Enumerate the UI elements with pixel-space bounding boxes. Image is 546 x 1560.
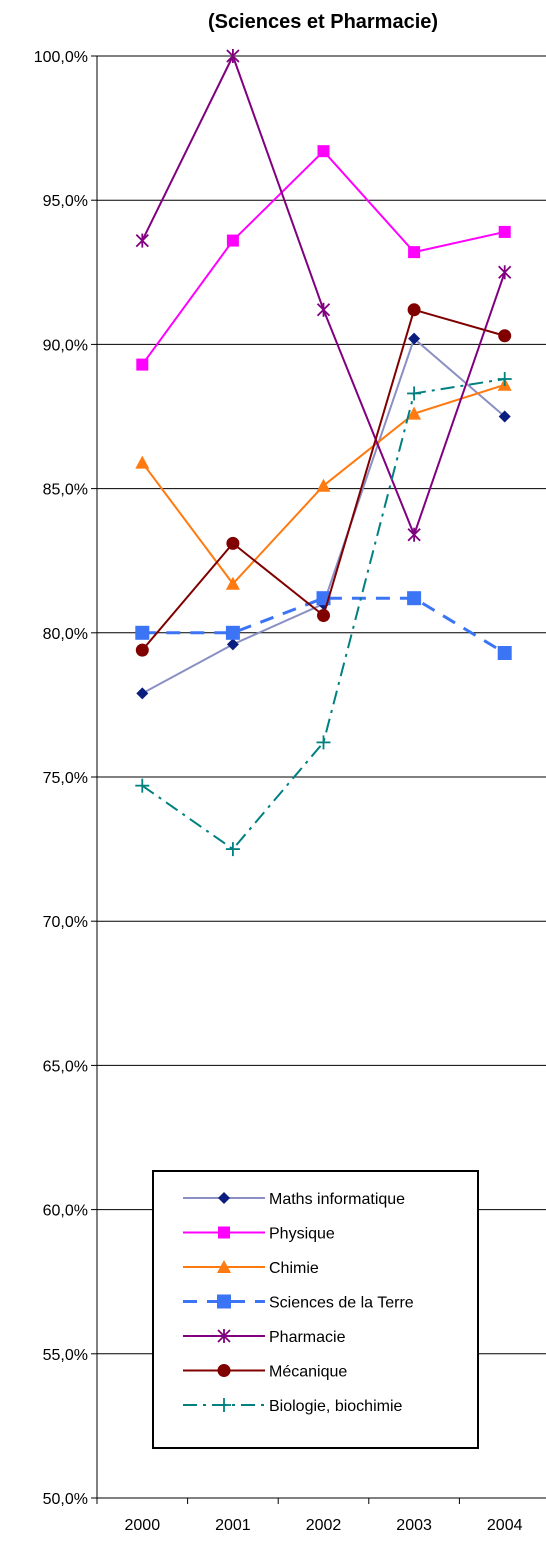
data-point (316, 478, 331, 492)
data-point (226, 234, 239, 247)
series-physique (136, 145, 511, 371)
y-tick-label: 95,0% (43, 193, 88, 210)
data-point (407, 303, 421, 317)
data-point (135, 778, 150, 793)
y-tick-label: 90,0% (43, 337, 88, 354)
data-point (316, 302, 331, 317)
data-point (226, 536, 240, 550)
data-point (498, 329, 512, 343)
legend-item: Sciences de la Terre (183, 1294, 414, 1312)
legend-item: Mécanique (183, 1364, 347, 1381)
series-line (141, 337, 506, 695)
legend-marker (218, 1226, 230, 1239)
series-pharmacie (135, 49, 512, 542)
legend-item: Maths informatique (183, 1191, 405, 1208)
legend-marker (217, 1294, 231, 1309)
y-tick-label: 70,0% (43, 914, 88, 931)
data-point (135, 643, 149, 657)
y-tick-label: 75,0% (43, 770, 88, 787)
data-point (135, 625, 150, 640)
data-point (135, 233, 149, 248)
legend-label: Maths informatique (269, 1191, 405, 1208)
data-point (316, 735, 331, 750)
data-point (498, 225, 511, 238)
series-sciences-de-la-terre (135, 591, 512, 660)
data-point (498, 265, 512, 280)
legend: Maths informatique Physique Chimie Sciences… (152, 1170, 479, 1449)
axes: 50,0% 55,0% 60,0% 65,0% 70,0% 75,0% 80,0% 85,0%… (34, 49, 546, 1534)
legend-marker (218, 1192, 230, 1204)
x-tick-label: 2002 (306, 1517, 342, 1534)
data-point (136, 358, 149, 371)
data-point (226, 638, 239, 651)
data-point (225, 576, 240, 590)
series-chimie (135, 377, 512, 590)
legend-marker (217, 1364, 231, 1377)
data-point (497, 372, 512, 387)
data-point (225, 625, 240, 640)
series-line (142, 596, 506, 655)
legend-item: Pharmacie (183, 1329, 346, 1346)
legend-marker (217, 1398, 231, 1412)
y-tick-label: 55,0% (43, 1347, 88, 1364)
legend-marker (217, 1260, 231, 1273)
series-line (141, 55, 506, 536)
y-tick-label: 85,0% (43, 482, 88, 499)
data-point (408, 332, 421, 345)
gridlines (97, 55, 546, 1355)
data-point (408, 246, 421, 259)
legend-label: Biologie, biochimie (269, 1398, 403, 1415)
data-point (225, 842, 240, 857)
legend-label: Physique (269, 1226, 335, 1243)
data-point (407, 591, 422, 606)
y-tick-label: 80,0% (43, 626, 88, 643)
data-point (317, 608, 330, 622)
data-point (226, 49, 240, 63)
x-tick-label: 2001 (215, 1517, 251, 1534)
series-mecanique (135, 303, 512, 657)
data-point (317, 145, 330, 158)
data-point (407, 386, 422, 401)
legend-label: Sciences de la Terre (269, 1295, 414, 1312)
series-line (141, 150, 505, 366)
legend-box (152, 1170, 479, 1449)
x-tick-label: 2004 (487, 1517, 523, 1534)
y-tick-label: 65,0% (43, 1058, 88, 1075)
legend-label: Mécanique (269, 1364, 347, 1381)
data-point (407, 527, 421, 542)
legend-marker (217, 1329, 231, 1343)
data-point (407, 406, 422, 420)
y-tick-label: 50,0% (43, 1491, 88, 1508)
legend-label: Chimie (269, 1260, 319, 1277)
x-tick-label: 2000 (125, 1517, 161, 1534)
data-point (497, 645, 512, 660)
series-line (141, 378, 505, 851)
data-point (136, 687, 149, 700)
legend-item: Biologie, biochimie (183, 1398, 403, 1415)
y-tick-label: 60,0% (43, 1203, 88, 1220)
x-tick-label: 2003 (396, 1517, 432, 1534)
legend-item: Physique (183, 1226, 335, 1243)
chart-title: (Sciences et Pharmacie) (208, 11, 438, 33)
y-tick-label: 100,0% (34, 49, 88, 66)
data-point (135, 455, 150, 469)
legend-label: Pharmacie (269, 1329, 346, 1346)
legend-item: Chimie (183, 1260, 319, 1277)
series-group (135, 49, 512, 857)
data-point (498, 410, 511, 423)
series-biologie-biochimie (135, 372, 512, 857)
